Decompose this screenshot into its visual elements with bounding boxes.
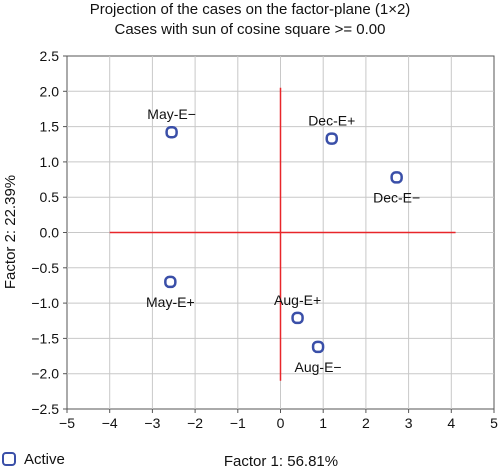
- y-tick-label: 0.5: [40, 189, 60, 205]
- x-tick-label: 1: [319, 415, 327, 431]
- y-axis-label: Factor 2: 22.39%: [2, 175, 19, 289]
- chart-subtitle: Cases with sun of cosine square >= 0.00: [114, 21, 386, 38]
- x-tick-label: −2: [187, 415, 203, 431]
- data-point: [165, 125, 178, 139]
- x-tick-label: −4: [102, 415, 118, 431]
- y-tick-label: −1.0: [31, 295, 59, 311]
- x-tick-label: 4: [447, 415, 455, 431]
- y-tick-label: 1.5: [40, 119, 60, 135]
- chart-title: Projection of the cases on the factor-pl…: [89, 1, 411, 18]
- data-point-label: May-E+: [146, 294, 195, 310]
- data-points: May-E− Dec-E+ Dec-E− May-E+ Aug-E+ Aug-E−: [146, 106, 420, 375]
- x-tick-label: 3: [405, 415, 413, 431]
- x-tick-label: −5: [59, 415, 75, 431]
- x-axis-label: Factor 1: 56.81%: [224, 453, 338, 469]
- y-tick-label: −2.0: [31, 366, 59, 382]
- x-tick-label: 0: [277, 415, 285, 431]
- x-tick-label: 5: [490, 415, 498, 431]
- y-tick-label: −0.5: [31, 260, 59, 276]
- data-point: [390, 171, 403, 184]
- legend: Active: [2, 451, 65, 469]
- data-point-label: Dec-E+: [308, 113, 355, 129]
- x-tick-label: −3: [144, 415, 160, 431]
- legend-marker-icon: [2, 452, 16, 466]
- y-tick-label: 0.0: [40, 225, 60, 241]
- data-point-label: Aug-E−: [295, 359, 342, 375]
- y-tick-label: 2.5: [40, 48, 60, 64]
- data-point: [164, 275, 177, 289]
- data-point-label: Dec-E−: [373, 189, 420, 205]
- x-tick-label: 2: [362, 415, 370, 431]
- data-point: [311, 340, 325, 354]
- data-point: [325, 132, 338, 145]
- y-tick-label: 1.0: [40, 154, 60, 170]
- x-tick-label: −1: [230, 415, 246, 431]
- x-axis-ticks: −5 −4 −3 −2 −1 0 1 2 3 4 5: [59, 409, 498, 431]
- y-axis-ticks: 2.5 2.0 1.5 1.0 0.5 0.0 −0.5 −1.0 −1.5 −2.0 −2.5: [31, 48, 67, 417]
- reference-lines: [109, 87, 456, 381]
- legend-label: Active: [24, 451, 65, 468]
- y-tick-label: −2.5: [31, 401, 59, 417]
- data-point-label: Aug-E+: [274, 292, 321, 308]
- y-tick-label: −1.5: [31, 330, 59, 346]
- y-tick-label: 2.0: [40, 83, 60, 99]
- data-point-label: May-E−: [147, 106, 196, 122]
- data-point: [291, 311, 304, 325]
